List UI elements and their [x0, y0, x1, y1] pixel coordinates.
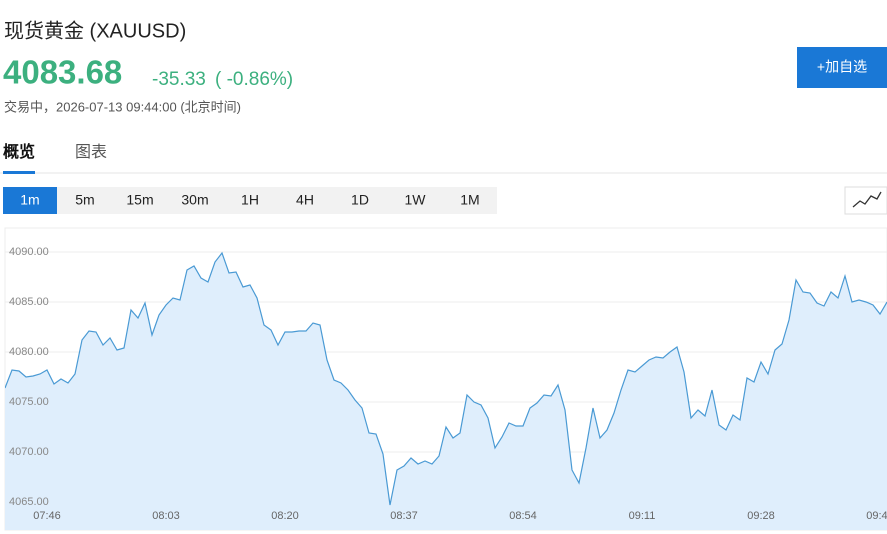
- x-tick-label: 08:54: [509, 510, 537, 522]
- line: [5, 251, 887, 506]
- add-button-label[interactable]: +加自选: [817, 59, 867, 75]
- change-percent: ( -0.86%): [215, 69, 293, 90]
- interval[interactable]: 1D: [351, 192, 369, 208]
- tab[interactable]: 图表: [75, 143, 107, 161]
- interval[interactable]: 1W: [405, 192, 427, 208]
- x-tick-label: 08:20: [271, 510, 299, 522]
- y-tick-label: 4070.00: [9, 446, 49, 458]
- y-tick-label: 4085.00: [9, 296, 49, 308]
- interval-active[interactable]: [3, 187, 57, 214]
- y-tick-label: 4080.00: [9, 346, 49, 358]
- x-tick-label: 09:11: [629, 510, 656, 522]
- interval[interactable]: 15m: [126, 192, 153, 208]
- title: 现货黄金 (XAUUSD): [4, 19, 186, 42]
- interval[interactable]: 30m: [181, 192, 208, 208]
- interval[interactable]: 1M: [460, 192, 479, 208]
- interval[interactable]: 5m: [75, 192, 94, 208]
- x-tick-label: 08:03: [152, 510, 180, 522]
- x-tick-label: 09:28: [747, 510, 775, 522]
- interval[interactable]: 4H: [296, 192, 314, 208]
- chart-type-button[interactable]: [844, 186, 887, 215]
- add-button[interactable]: [797, 47, 887, 88]
- y-tick-label: 4075.00: [9, 396, 49, 408]
- area: [5, 253, 887, 530]
- price: 4083.68: [3, 54, 122, 91]
- interval[interactable]: 1m: [20, 192, 39, 208]
- tab[interactable]: 概览: [3, 142, 35, 161]
- y-tick-label: 4090.00: [9, 246, 49, 258]
- interval[interactable]: 1H: [241, 192, 259, 208]
- interval-bar: [3, 187, 497, 214]
- status: 交易中，2026-07-13 09:44:00 (北京时间): [4, 99, 241, 114]
- chart-type-icon[interactable]: [852, 191, 882, 208]
- tab-underline: [3, 171, 35, 174]
- x-tick-label: 07:46: [33, 510, 61, 522]
- y-tick-label: 4065.00: [9, 496, 49, 508]
- change: -35.33: [152, 69, 206, 90]
- x-tick-label: 08:37: [390, 510, 418, 522]
- x-tick-label: 09:45: [866, 510, 887, 522]
